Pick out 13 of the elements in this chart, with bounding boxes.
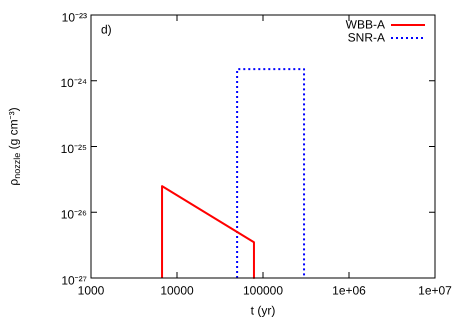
x-tick-label: 100000 — [242, 283, 284, 298]
legend-label: SNR-A — [348, 30, 385, 44]
annotation: d) — [101, 22, 112, 36]
y-tick-label: 10⁻²⁴ — [60, 76, 87, 90]
y-tick-label: 10⁻²⁶ — [60, 208, 88, 222]
legend-label: WBB-A — [346, 17, 385, 32]
x-tick-label: 1e+06 — [332, 283, 366, 298]
x-axis-title: t (yr) — [250, 303, 276, 318]
y-axis-title: ρnozzle (g cm⁻³) — [6, 107, 22, 186]
y-tick-label: 10⁻²⁵ — [60, 142, 88, 156]
x-tick-label: 10000 — [160, 283, 194, 298]
x-tick-label: 1e+07 — [418, 283, 452, 298]
y-tick-label: 10⁻²³ — [62, 10, 87, 24]
